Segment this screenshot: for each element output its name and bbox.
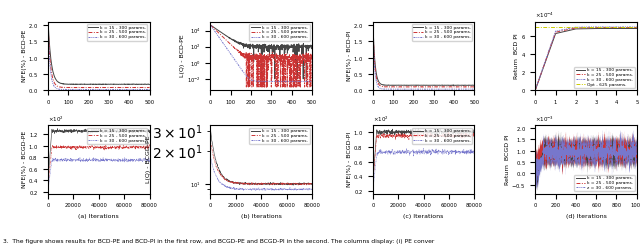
- Legend: k = 15 - 300 params., k = 25 - 500 params., k = 30 - 600 params., Opt - 625 para: k = 15 - 300 params., k = 25 - 500 param…: [574, 67, 635, 88]
- Y-axis label: L(Q) - BCD-PE: L(Q) - BCD-PE: [180, 35, 186, 77]
- Legend: k = 15 - 300 params., k = 25 - 500 params., k = 30 - 600 params.: k = 15 - 300 params., k = 25 - 500 param…: [412, 24, 472, 41]
- Text: 3.  The figure shows results for BCD-PE and BCD-PI in the first row, and BCGD-PE: 3. The figure shows results for BCD-PE a…: [3, 239, 435, 244]
- Y-axis label: NFE(%) - BCD-PI: NFE(%) - BCD-PI: [347, 31, 352, 81]
- Y-axis label: NFE(%) - BCD-PE: NFE(%) - BCD-PE: [22, 30, 27, 82]
- Legend: k = 15 - 300 params., k = 25 - 500 params., k = 30 - 600 params.: k = 15 - 300 params., k = 25 - 500 param…: [250, 24, 310, 41]
- Y-axis label: Return  BCD PI: Return BCD PI: [514, 33, 519, 79]
- Legend: k = 15 - 300 params., k = 25 - 500 params., k = 30 - 600 params.: k = 15 - 300 params., k = 25 - 500 param…: [412, 128, 472, 144]
- Legend: k = 15 - 300 params., k = 25 - 500 params., k = 30 - 600 params.: k = 15 - 300 params., k = 25 - 500 param…: [87, 24, 147, 41]
- Y-axis label: Return  BCGD PI: Return BCGD PI: [505, 134, 510, 185]
- Legend: k = 15 - 300 params., k = 25 - 500 params., z = 30 - 600 params.: k = 15 - 300 params., k = 25 - 500 param…: [574, 175, 635, 191]
- Legend: k = 15 - 300 params., k = 25 - 500 params., k = 30 - 600 params.: k = 15 - 300 params., k = 25 - 500 param…: [87, 128, 147, 144]
- Legend: k = 15 - 300 params., k = 25 - 500 params., k = 30 - 600 params.: k = 15 - 300 params., k = 25 - 500 param…: [250, 128, 310, 144]
- X-axis label: (d) Iterations: (d) Iterations: [566, 214, 607, 219]
- X-axis label: (b) Iterations: (b) Iterations: [241, 214, 282, 219]
- Y-axis label: NFE(%) - BCGD-PE: NFE(%) - BCGD-PE: [22, 131, 27, 188]
- X-axis label: (a) Iterations: (a) Iterations: [78, 214, 119, 219]
- Y-axis label: L(Q) - BCGD-PE: L(Q) - BCGD-PE: [146, 136, 150, 183]
- X-axis label: (c) Iterations: (c) Iterations: [403, 214, 444, 219]
- Y-axis label: NFE(%) - BCGD-PI: NFE(%) - BCGD-PI: [347, 132, 352, 187]
